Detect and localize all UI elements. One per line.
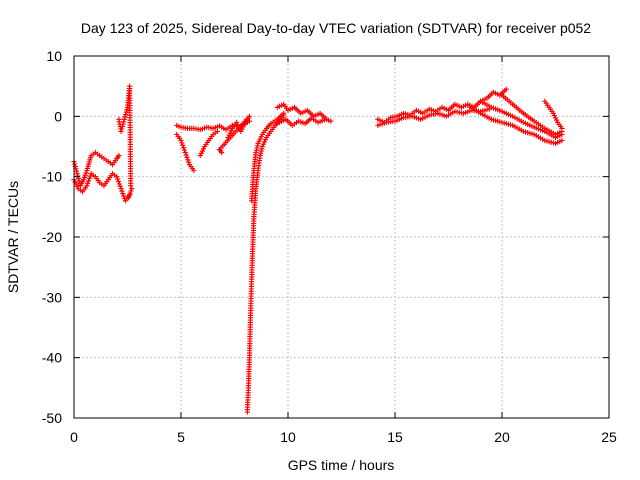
data-series-segment [71, 171, 133, 204]
tick-labels: 0 5 10 15 20 25 10 0 -10 -20 -30 -40 -50 [42, 48, 617, 445]
data-point [76, 178, 82, 184]
data-point [128, 183, 134, 189]
y-tick-label: -20 [42, 229, 62, 245]
data-series-segment [467, 104, 565, 147]
data-point [118, 186, 124, 192]
y-axis-label: SDTVAR / TECUs [5, 181, 21, 293]
data-point [321, 117, 327, 123]
data-point [125, 195, 132, 201]
data-point [121, 116, 127, 122]
data-point [117, 183, 123, 189]
data-point [119, 123, 125, 130]
data-point [84, 183, 90, 189]
data-series-segment [216, 113, 253, 156]
data-series-segment [174, 131, 197, 174]
data-point [116, 152, 122, 159]
data-point [120, 121, 126, 127]
data-point [115, 178, 122, 185]
y-tick-label: -50 [42, 410, 62, 426]
data-point [182, 149, 188, 156]
data-point [124, 107, 130, 113]
data-point [181, 147, 188, 153]
data-point [120, 190, 126, 197]
data-point [180, 142, 186, 148]
data-point [122, 114, 128, 120]
data-point [116, 181, 122, 187]
data-point [121, 119, 127, 125]
data-point [115, 176, 121, 182]
x-tick-label: 15 [387, 429, 403, 445]
data-series-segment [542, 98, 565, 131]
x-tick-label: 20 [494, 429, 510, 445]
data-series-segment [249, 110, 287, 204]
data-point [178, 137, 184, 144]
data-point [219, 149, 225, 156]
chart-title: Day 123 of 2025, Sidereal Day-to-day VTE… [81, 20, 591, 36]
data-point [184, 154, 190, 160]
data-point [559, 125, 565, 131]
data-marks [71, 83, 565, 415]
data-series-segment [244, 112, 287, 415]
x-tick-label: 10 [280, 429, 296, 445]
data-point [87, 173, 93, 179]
data-point [114, 174, 120, 180]
data-point [246, 118, 253, 124]
data-point [122, 111, 129, 118]
data-point [72, 163, 78, 170]
data-point [186, 159, 192, 165]
data-point [328, 118, 334, 124]
data-point [123, 109, 129, 115]
data-series-segment [274, 101, 334, 124]
data-point [72, 161, 78, 167]
data-point [121, 193, 127, 199]
y-tick-label: -30 [42, 289, 62, 305]
data-point [185, 157, 191, 163]
grid [74, 56, 609, 418]
data-point [183, 152, 189, 158]
data-series-segment [276, 115, 327, 128]
axis-ticks [73, 55, 610, 419]
data-point [85, 178, 92, 184]
data-point [73, 168, 80, 174]
data-point [74, 171, 80, 177]
data-point [503, 86, 509, 92]
data-point [118, 128, 124, 135]
y-tick-label: 10 [46, 48, 62, 64]
data-point [179, 140, 185, 146]
data-point [191, 168, 197, 174]
data-point [559, 137, 565, 144]
data-series-segment [116, 83, 135, 201]
data-point [180, 145, 187, 151]
data-point [119, 188, 125, 194]
data-point [85, 180, 91, 186]
data-point [86, 175, 93, 182]
data-point [75, 173, 81, 179]
x-tick-label: 0 [70, 429, 78, 445]
data-series-segment [478, 98, 565, 141]
data-point [214, 128, 220, 135]
data-series-segment [197, 128, 220, 159]
data-series-segment [71, 149, 122, 189]
x-axis-label: GPS time / hours [288, 457, 395, 473]
data-point [119, 126, 125, 132]
x-tick-label: 5 [177, 429, 185, 445]
y-tick-label: -40 [42, 350, 62, 366]
data-point [281, 110, 287, 116]
x-tick-label: 25 [601, 429, 617, 445]
y-tick-label: -10 [42, 169, 62, 185]
y-tick-label: 0 [54, 108, 62, 124]
data-series-segment [499, 92, 565, 138]
